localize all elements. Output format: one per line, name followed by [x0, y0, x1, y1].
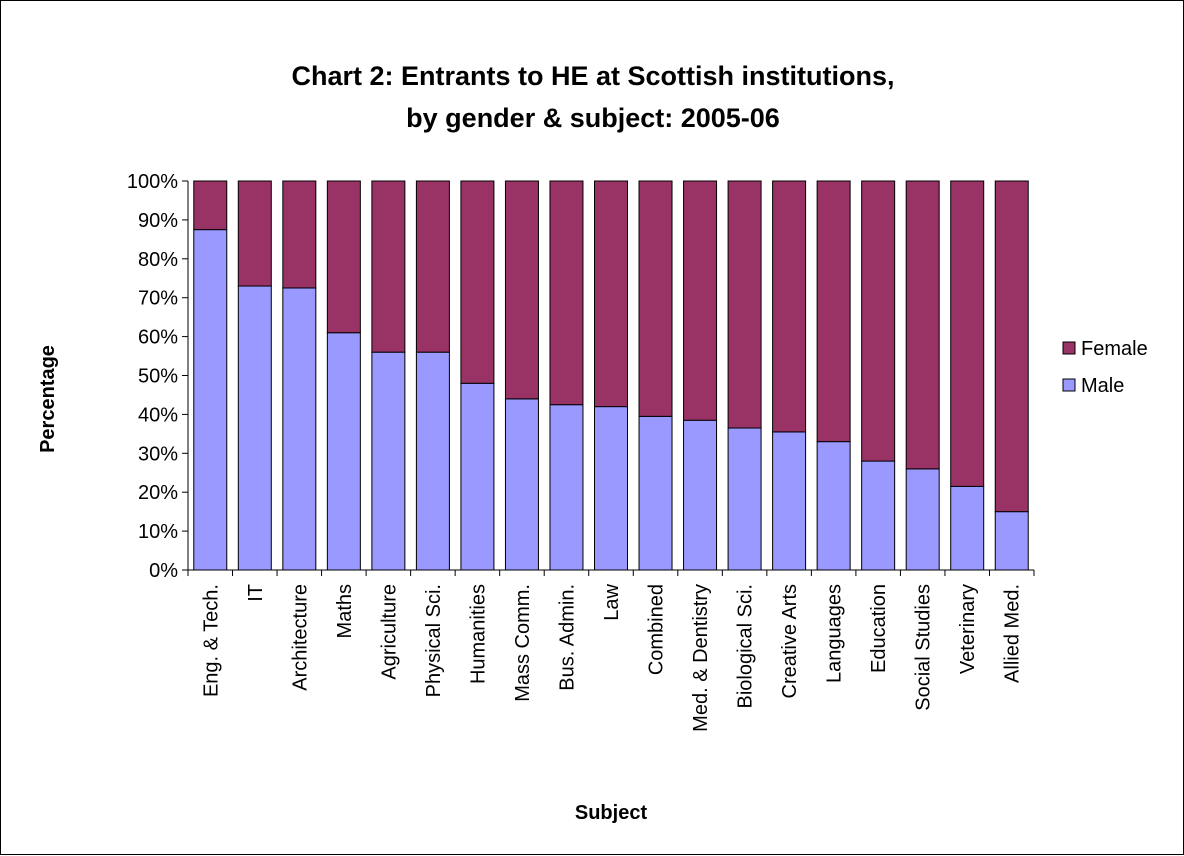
bar-male	[326, 332, 361, 571]
bar-female	[415, 180, 450, 353]
x-tick-label: Mass Comm.	[512, 584, 534, 702]
bar-female	[727, 180, 762, 429]
bar-male	[549, 404, 584, 571]
bar-female	[683, 180, 718, 421]
bar-male	[237, 285, 272, 571]
bar-female	[237, 180, 272, 287]
bar-male	[772, 431, 807, 571]
x-tick-label: Physical Sci.	[423, 584, 445, 697]
bar-male	[415, 351, 450, 571]
bar-female	[772, 180, 807, 433]
x-tick-label: Med. & Dentistry	[690, 584, 712, 732]
legend-label-male: Male	[1081, 375, 1124, 397]
x-tick-label: Allied Med.	[1002, 584, 1024, 683]
x-tick-label: Languages	[824, 584, 846, 683]
x-tick-label: Veterinary	[957, 584, 979, 674]
x-tick-label: IT	[245, 584, 267, 602]
x-tick-label: Biological Sci.	[735, 584, 757, 709]
plot-area: 0% 10% 20% 30% 40% 50% 60% 70% 80% 90% 100% Eng. & …	[127, 171, 1035, 732]
x-tick-label: Education	[868, 584, 890, 673]
x-axis-title: Subject	[575, 802, 648, 824]
legend-swatch-female	[1062, 341, 1076, 355]
bar-female	[371, 180, 406, 353]
y-tick-label: 50%	[138, 366, 178, 388]
x-tick-label: Maths	[334, 584, 356, 638]
bar-male	[683, 419, 718, 571]
y-tick-label: 70%	[138, 288, 178, 310]
bar-male	[950, 485, 985, 571]
bar-male	[193, 229, 228, 571]
x-tick-label: Humanities	[467, 584, 489, 684]
bar-male	[994, 511, 1029, 571]
legend-swatch-male	[1062, 378, 1076, 392]
bar-female	[282, 180, 317, 289]
y-tick-label: 60%	[138, 327, 178, 349]
bar-female	[861, 180, 896, 462]
y-tick-label: 30%	[138, 443, 178, 465]
chart-title-line1: Chart 2: Entrants to HE at Scottish inst…	[291, 61, 894, 91]
bar-female	[994, 180, 1029, 513]
y-tick-label: 100%	[127, 171, 178, 193]
bar-female	[816, 180, 851, 443]
chart-title-line2: by gender & subject: 2005-06	[406, 103, 780, 133]
bar-female	[504, 180, 539, 400]
legend-label-female: Female	[1081, 338, 1148, 360]
bar-female	[549, 180, 584, 406]
bar-male	[594, 406, 628, 571]
bar-female	[950, 180, 985, 487]
bar-female	[905, 180, 940, 470]
bar-male	[905, 468, 940, 571]
x-tick-label: Combined	[646, 584, 668, 675]
y-tick-label: 90%	[138, 210, 178, 232]
legend: Female Male	[1054, 331, 1160, 415]
x-tick-label: Bus. Admin.	[556, 584, 578, 691]
bar-male	[861, 460, 896, 571]
bar-male	[504, 398, 539, 571]
bar-male	[282, 287, 317, 571]
bar-male	[460, 382, 495, 571]
bar-male	[638, 415, 673, 571]
x-tick-label: Social Studies	[913, 584, 935, 711]
y-tick-label: 40%	[138, 404, 178, 426]
y-tick-label: 20%	[138, 482, 178, 504]
x-tick-label: Creative Arts	[779, 584, 801, 698]
x-tick-label: Architecture	[289, 584, 311, 691]
y-axis-title: Percentage	[37, 345, 59, 453]
bar-female	[638, 180, 673, 417]
x-tick-label: Eng. & Tech.	[200, 584, 222, 697]
y-tick-label: 80%	[138, 249, 178, 271]
y-tick-label: 10%	[138, 521, 178, 543]
y-tick-label: 0%	[149, 560, 178, 582]
bar-male	[727, 427, 762, 571]
bar-female	[460, 180, 495, 384]
bar-female	[594, 180, 628, 408]
bar-female	[326, 180, 361, 334]
x-tick-label: Law	[601, 583, 623, 620]
x-tick-label: Agriculture	[378, 584, 400, 680]
bar-female	[193, 180, 228, 231]
bar-male	[371, 351, 406, 571]
bar-male	[816, 441, 851, 571]
